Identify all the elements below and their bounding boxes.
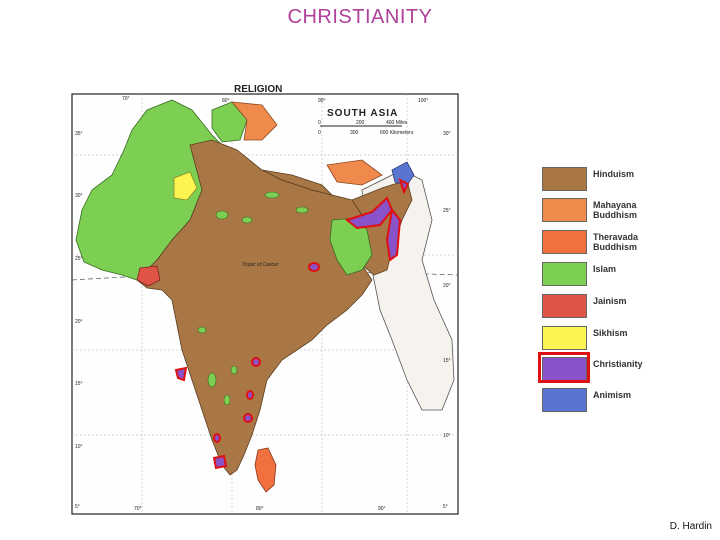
scale-km-0: 0	[318, 130, 321, 136]
tropic-label: Tropic of Cancer	[242, 262, 279, 268]
lat-left-4: 15°	[75, 381, 83, 387]
legend-swatch-sikhism	[542, 326, 587, 350]
legend-label-sikhism: Sikhism	[593, 328, 628, 338]
map-subheading: SOUTH ASIA	[327, 108, 398, 119]
hinduism-india	[136, 139, 373, 476]
legend-swatch-animism	[542, 388, 587, 412]
lat-left-1: 30°	[75, 193, 83, 199]
legend-swatch-mahayana	[542, 198, 587, 222]
legend-label-animism: Animism	[593, 390, 632, 400]
scale-miles-0: 0	[318, 120, 321, 126]
lat-right-3: 15°	[443, 358, 451, 364]
lat-left-0: 35°	[75, 131, 83, 137]
jainism-gujarat	[136, 265, 161, 287]
lon-top-3: 100°	[418, 98, 428, 104]
lon-top-2: 90°	[318, 98, 326, 104]
map-svg: RELIGION SOUTH ASIA 0 200 400 Miles 0 30…	[71, 84, 459, 515]
legend-label-hinduism: Hinduism	[593, 169, 635, 179]
legend-swatch-islam	[542, 262, 587, 286]
hinduism-nepal	[261, 169, 334, 196]
scale-km-2: 600 Kilometers	[380, 130, 414, 136]
legend-label-christianity: Christianity	[593, 359, 643, 369]
religion-map: RELIGION SOUTH ASIA 0 200 400 Miles 0 30…	[62, 80, 462, 520]
scale-miles-2: 400 Miles	[386, 120, 408, 126]
lat-left-3: 20°	[75, 319, 83, 325]
lat-left-5: 10°	[75, 444, 83, 450]
legend-label-mahayana: Mahayana Buddhism	[593, 200, 637, 220]
legend-swatch-jainism	[542, 294, 587, 318]
christianity-regions	[174, 178, 410, 470]
scale-km-1: 300	[350, 130, 359, 136]
buddhism-bhutan	[326, 159, 383, 186]
legend-label-islam: Islam	[593, 264, 617, 274]
legend-item-islam: Islam	[540, 262, 660, 289]
slide-title: CHRISTIANITY	[287, 6, 433, 28]
legend-swatch-hinduism	[542, 167, 587, 191]
legend-item-theravada: Theravada Buddhism	[540, 230, 660, 257]
sikhism-punjab	[173, 171, 198, 201]
lat-right-4: 10°	[443, 433, 451, 439]
lat-right-0: 30°	[443, 131, 451, 137]
credit-text: D. Hardin	[669, 521, 712, 532]
legend-item-sikhism: Sikhism	[540, 326, 660, 353]
legend-highlight-box	[538, 352, 590, 383]
lat-right-2: 20°	[443, 283, 451, 289]
legend-swatch-theravada	[542, 230, 587, 254]
lon-bottom-0: 70°	[134, 506, 142, 512]
legend-item-mahayana: Mahayana Buddhism	[540, 198, 660, 225]
legend-item-hinduism: Hinduism	[540, 167, 660, 194]
lat-left-6: 5°	[75, 504, 80, 510]
scale-miles-1: 200	[356, 120, 365, 126]
lon-top-0: 70°	[122, 96, 130, 102]
legend-label-theravada: Theravada Buddhism	[593, 232, 639, 252]
islam-pockets	[197, 191, 309, 406]
legend-item-jainism: Jainism	[540, 294, 660, 321]
lat-right-1: 25°	[443, 208, 451, 214]
buddhism-ladakh	[231, 101, 278, 141]
lat-right-5: 5°	[443, 504, 448, 510]
lon-bottom-2: 90°	[378, 506, 386, 512]
lon-bottom-1: 80°	[256, 506, 264, 512]
legend-item-animism: Animism	[540, 388, 660, 415]
map-heading: RELIGION	[234, 84, 282, 95]
lon-top-1: 80°	[222, 98, 230, 104]
legend-label-jainism: Jainism	[593, 296, 627, 306]
lat-left-2: 25°	[75, 256, 83, 262]
animism-northeast	[391, 161, 415, 186]
buddhism-srilanka	[254, 447, 277, 493]
tropic-line	[71, 272, 459, 281]
